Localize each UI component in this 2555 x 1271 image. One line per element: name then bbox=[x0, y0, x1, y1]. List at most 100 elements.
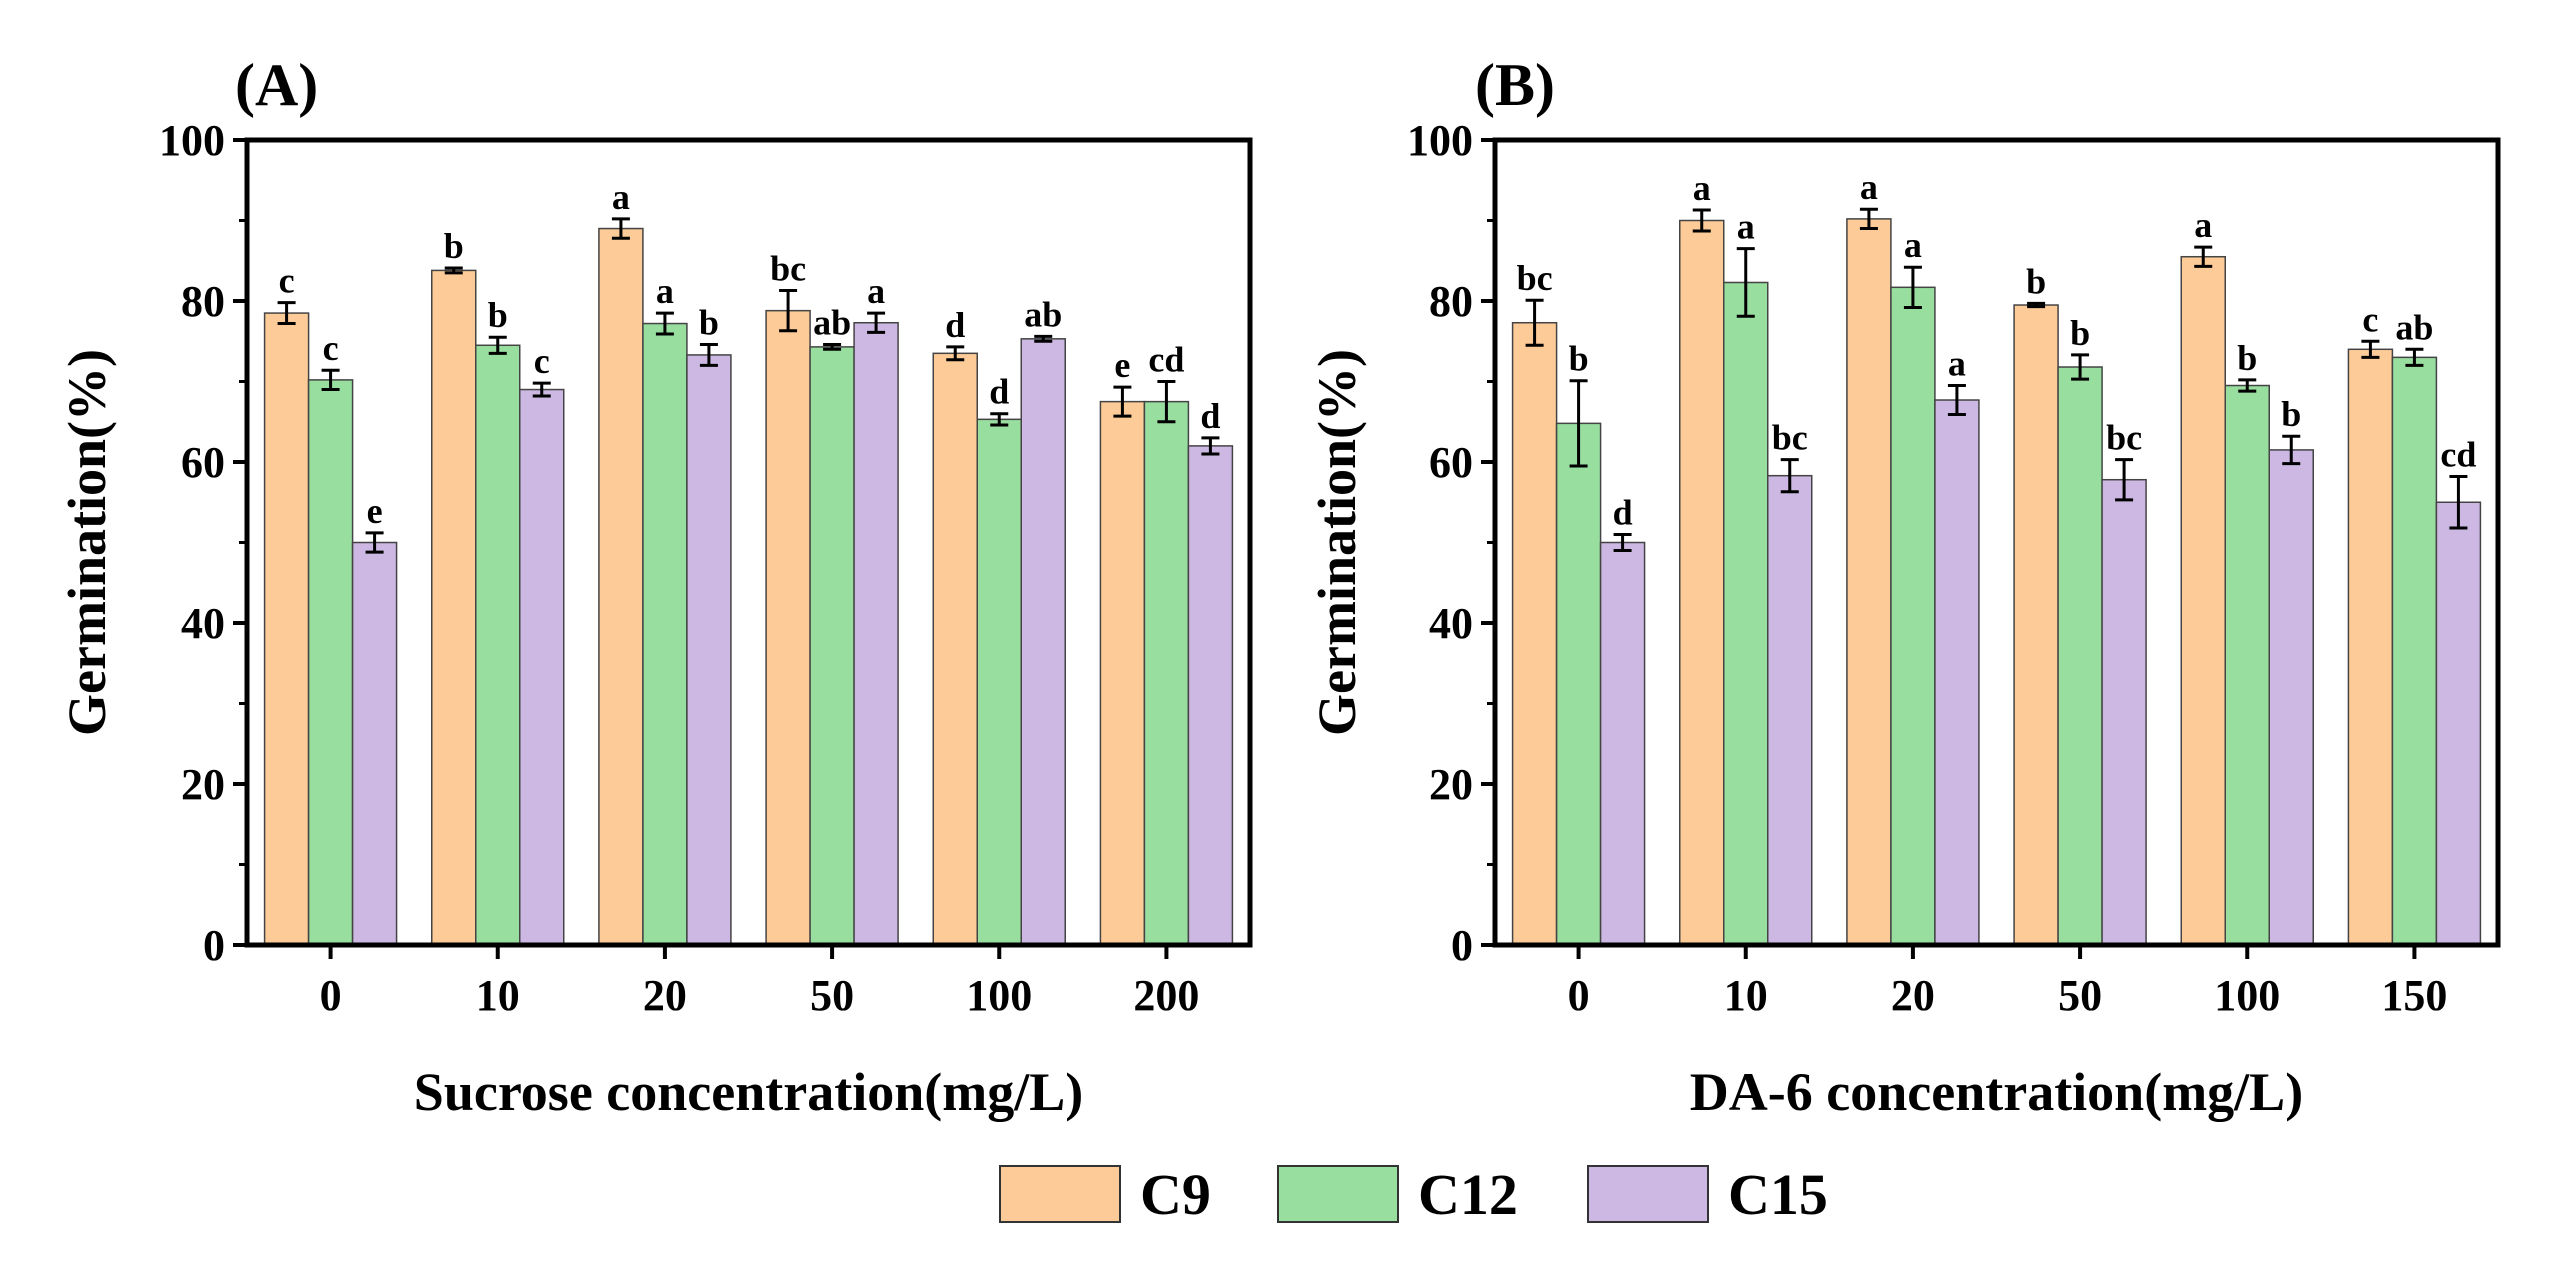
bar bbox=[1890, 286, 1936, 946]
significance-label: b bbox=[1569, 339, 1589, 379]
bar bbox=[475, 344, 521, 946]
y-tick-label: 40 bbox=[181, 599, 225, 648]
bar bbox=[809, 346, 855, 946]
y-axis-title: Germination(%) bbox=[1307, 349, 1367, 736]
legend-label-c9: C9 bbox=[1140, 1162, 1211, 1227]
significance-label: b bbox=[2026, 261, 2046, 301]
bar bbox=[1599, 541, 1646, 946]
significance-label: c bbox=[2362, 299, 2378, 339]
legend-label-c12: C12 bbox=[1418, 1162, 1518, 1227]
significance-label: ab bbox=[2395, 307, 2433, 347]
x-tick-label: 100 bbox=[2214, 971, 2280, 1020]
bar bbox=[1511, 321, 1558, 946]
bar bbox=[1099, 400, 1146, 946]
bar bbox=[1679, 219, 1725, 946]
bar bbox=[2435, 501, 2482, 946]
x-tick-label: 10 bbox=[1724, 971, 1768, 1020]
significance-label: a bbox=[1693, 168, 1711, 208]
significance-label: d bbox=[1200, 396, 1220, 436]
x-tick-label: 20 bbox=[1891, 971, 1935, 1020]
significance-label: a bbox=[656, 271, 674, 311]
significance-label: b bbox=[2281, 394, 2301, 434]
significance-label: bc bbox=[1517, 258, 1553, 298]
significance-label: a bbox=[1737, 207, 1755, 247]
y-tick-label: 80 bbox=[1429, 277, 1473, 326]
bar bbox=[1723, 281, 1769, 946]
bar bbox=[2013, 304, 2059, 946]
panel-label: (B) bbox=[1475, 52, 1555, 118]
bar bbox=[1767, 474, 1813, 946]
significance-label: ab bbox=[1024, 294, 1062, 334]
significance-label: e bbox=[367, 491, 383, 531]
bar bbox=[2224, 384, 2270, 946]
x-tick-label: 20 bbox=[643, 971, 687, 1020]
bar bbox=[1555, 422, 1602, 946]
significance-label: cd bbox=[1148, 340, 1184, 380]
bar bbox=[598, 227, 644, 946]
significance-label: d bbox=[945, 305, 965, 345]
significance-label: b bbox=[488, 295, 508, 335]
bar bbox=[765, 309, 811, 946]
x-tick-label: 10 bbox=[476, 971, 520, 1020]
significance-label: d bbox=[989, 372, 1009, 412]
significance-label: bc bbox=[1772, 418, 1808, 458]
significance-label: b bbox=[2237, 338, 2257, 378]
legend-swatch-c9 bbox=[999, 1165, 1121, 1223]
x-tick-label: 0 bbox=[320, 971, 342, 1020]
x-tick-label: 0 bbox=[1568, 971, 1590, 1020]
bar bbox=[2268, 449, 2314, 946]
bar bbox=[307, 379, 354, 946]
bar bbox=[2180, 255, 2226, 946]
significance-label: a bbox=[1904, 225, 1922, 265]
significance-label: c bbox=[534, 341, 550, 381]
legend-swatch-c12 bbox=[1277, 1165, 1399, 1223]
bar bbox=[2057, 366, 2103, 946]
significance-label: c bbox=[279, 261, 295, 301]
significance-label: d bbox=[1613, 492, 1633, 532]
y-tick-label: 40 bbox=[1429, 599, 1473, 648]
x-axis-title: DA-6 concentration(mg/L) bbox=[1690, 1062, 2303, 1122]
bar bbox=[263, 312, 310, 946]
panel-label: (A) bbox=[235, 52, 318, 118]
y-tick-label: 80 bbox=[181, 277, 225, 326]
significance-label: a bbox=[612, 177, 630, 217]
bar bbox=[1020, 338, 1066, 946]
bar bbox=[1187, 445, 1234, 946]
significance-label: ab bbox=[813, 302, 851, 342]
significance-label: a bbox=[1948, 344, 1966, 384]
legend-swatch-c15 bbox=[1587, 1165, 1709, 1223]
x-tick-label: 200 bbox=[1133, 971, 1199, 1020]
bar bbox=[853, 321, 899, 946]
bar bbox=[1934, 399, 1980, 946]
bar bbox=[976, 418, 1022, 946]
significance-label: cd bbox=[2440, 434, 2476, 474]
bar bbox=[642, 322, 688, 946]
x-tick-label: 100 bbox=[966, 971, 1032, 1020]
significance-label: b bbox=[2070, 313, 2090, 353]
bar bbox=[2391, 356, 2438, 946]
x-tick-label: 150 bbox=[2381, 971, 2447, 1020]
significance-label: b bbox=[699, 302, 719, 342]
y-tick-label: 20 bbox=[1429, 760, 1473, 809]
y-tick-label: 60 bbox=[1429, 438, 1473, 487]
bar bbox=[519, 388, 565, 946]
bar bbox=[431, 269, 477, 946]
significance-label: bc bbox=[770, 249, 806, 289]
significance-label: bc bbox=[2106, 418, 2142, 458]
significance-label: b bbox=[444, 226, 464, 266]
bar bbox=[932, 352, 978, 946]
significance-label: c bbox=[323, 328, 339, 368]
significance-label: e bbox=[1114, 345, 1130, 385]
bar bbox=[351, 541, 398, 946]
y-tick-label: 60 bbox=[181, 438, 225, 487]
significance-label: a bbox=[867, 271, 885, 311]
bar bbox=[1143, 400, 1190, 946]
y-tick-label: 100 bbox=[159, 116, 225, 165]
bar bbox=[1846, 218, 1892, 946]
bar bbox=[2101, 478, 2147, 946]
y-tick-label: 100 bbox=[1407, 116, 1473, 165]
x-tick-label: 50 bbox=[810, 971, 854, 1020]
